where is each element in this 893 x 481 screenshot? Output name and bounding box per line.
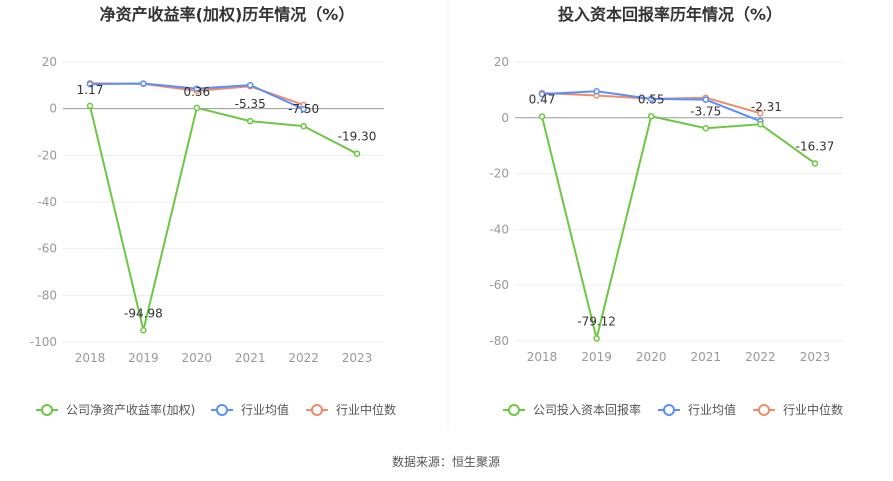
x-tick-label: 2019	[128, 351, 159, 365]
data-point-company[interactable]	[702, 125, 710, 132]
legend-marker-company[interactable]	[41, 404, 53, 416]
y-tick-label: -20	[489, 167, 509, 181]
x-tick-label: 2021	[691, 350, 722, 364]
data-point-industry-avg[interactable]	[140, 80, 147, 87]
y-tick-label: -60	[489, 278, 509, 292]
data-point-industry-median[interactable]	[757, 110, 764, 117]
legend-marker-industry-median[interactable]	[758, 404, 770, 416]
data-point-company[interactable]	[246, 117, 254, 125]
y-tick-label: -80	[489, 334, 509, 348]
x-tick-label: 2022	[745, 350, 776, 364]
x-tick-label: 2020	[636, 350, 667, 364]
legend-marker-industry-median[interactable]	[311, 404, 323, 416]
x-tick-label: 2018	[75, 351, 106, 365]
y-tick-label: 0	[49, 102, 57, 116]
data-point-industry-avg[interactable]	[538, 90, 546, 98]
data-label: 1.17	[77, 83, 104, 97]
x-tick-label: 2023	[342, 351, 373, 365]
x-tick-label: 2023	[800, 350, 831, 364]
data-label: -94.98	[124, 306, 163, 320]
source-label: 数据来源：恒生聚源	[392, 454, 500, 469]
legend-label-industry-avg[interactable]: 行业均值	[241, 402, 289, 417]
data-label: -2.31	[751, 100, 782, 114]
data-point-company[interactable]	[86, 102, 94, 110]
data-point-industry-avg[interactable]	[246, 81, 254, 89]
roic-chart: 投入资本回报率历年情况（%） 20 0 -20 -40 -60 -80 2018 2019 202…	[489, 5, 843, 417]
chart-title: 投入资本回报率历年情况（%）	[558, 5, 782, 24]
data-point-company[interactable]	[353, 150, 361, 157]
x-tick-label: 2022	[288, 351, 319, 365]
y-tick-label: -100	[30, 335, 57, 349]
y-tick-label: -80	[37, 288, 57, 302]
x-tick-label: 2021	[235, 351, 266, 365]
series-line-company	[89, 105, 358, 332]
data-point-company[interactable]	[757, 120, 764, 128]
data-point-industry-avg[interactable]	[300, 105, 307, 113]
x-tick-label: 2020	[182, 351, 213, 365]
data-point-company[interactable]	[140, 327, 147, 334]
data-point-industry-avg[interactable]	[86, 80, 94, 88]
data-label: -16.37	[796, 139, 835, 153]
roe-chart: 净资产收益率(加权)历年情况（%） 20 0 -20 -40 -60 -80 -100 2018…	[30, 5, 396, 417]
y-tick-label: -40	[37, 195, 57, 209]
x-tick-label: 2019	[581, 350, 612, 364]
legend-marker-industry-avg[interactable]	[216, 404, 228, 416]
data-point-company[interactable]	[593, 335, 600, 342]
legend-label-company[interactable]: 公司投入资本回报率	[533, 402, 641, 417]
y-tick-label: 0	[501, 111, 509, 125]
legend-marker-industry-avg[interactable]	[663, 404, 675, 416]
data-label: -79.12	[577, 315, 616, 329]
data-point-company[interactable]	[193, 104, 201, 112]
y-tick-label: -40	[489, 222, 509, 236]
data-label: 0.55	[638, 92, 665, 106]
data-label: -3.75	[690, 104, 721, 118]
data-label: 0.36	[183, 85, 210, 99]
data-point-company[interactable]	[647, 113, 655, 120]
x-tick-label: 2018	[527, 350, 558, 364]
data-point-industry-avg[interactable]	[593, 88, 600, 95]
legend-label-industry-median[interactable]: 行业中位数	[336, 402, 396, 417]
data-point-industry-avg[interactable]	[702, 96, 710, 103]
y-tick-label: 20	[42, 55, 57, 69]
legend-label-industry-avg[interactable]: 行业均值	[688, 402, 736, 417]
data-point-company[interactable]	[300, 122, 307, 130]
data-label: 0.47	[529, 92, 556, 106]
y-tick-label: 20	[494, 55, 509, 69]
legend-label-company[interactable]: 公司净资产收益率(加权)	[66, 402, 195, 417]
data-point-company[interactable]	[538, 113, 546, 120]
series-line-company	[541, 115, 816, 340]
y-tick-label: -20	[37, 148, 57, 162]
data-point-company[interactable]	[811, 160, 819, 167]
data-point-industry-avg[interactable]	[193, 85, 201, 92]
data-point-industry-avg[interactable]	[647, 95, 655, 103]
data-label: -19.30	[338, 130, 377, 144]
legend-marker-company[interactable]	[508, 404, 520, 416]
legend-label-industry-median[interactable]: 行业中位数	[783, 402, 843, 417]
y-tick-label: -60	[37, 242, 57, 256]
chart-title: 净资产收益率(加权)历年情况（%）	[100, 5, 355, 24]
data-label: -5.35	[235, 97, 266, 111]
data-label: -7.50	[288, 102, 319, 116]
